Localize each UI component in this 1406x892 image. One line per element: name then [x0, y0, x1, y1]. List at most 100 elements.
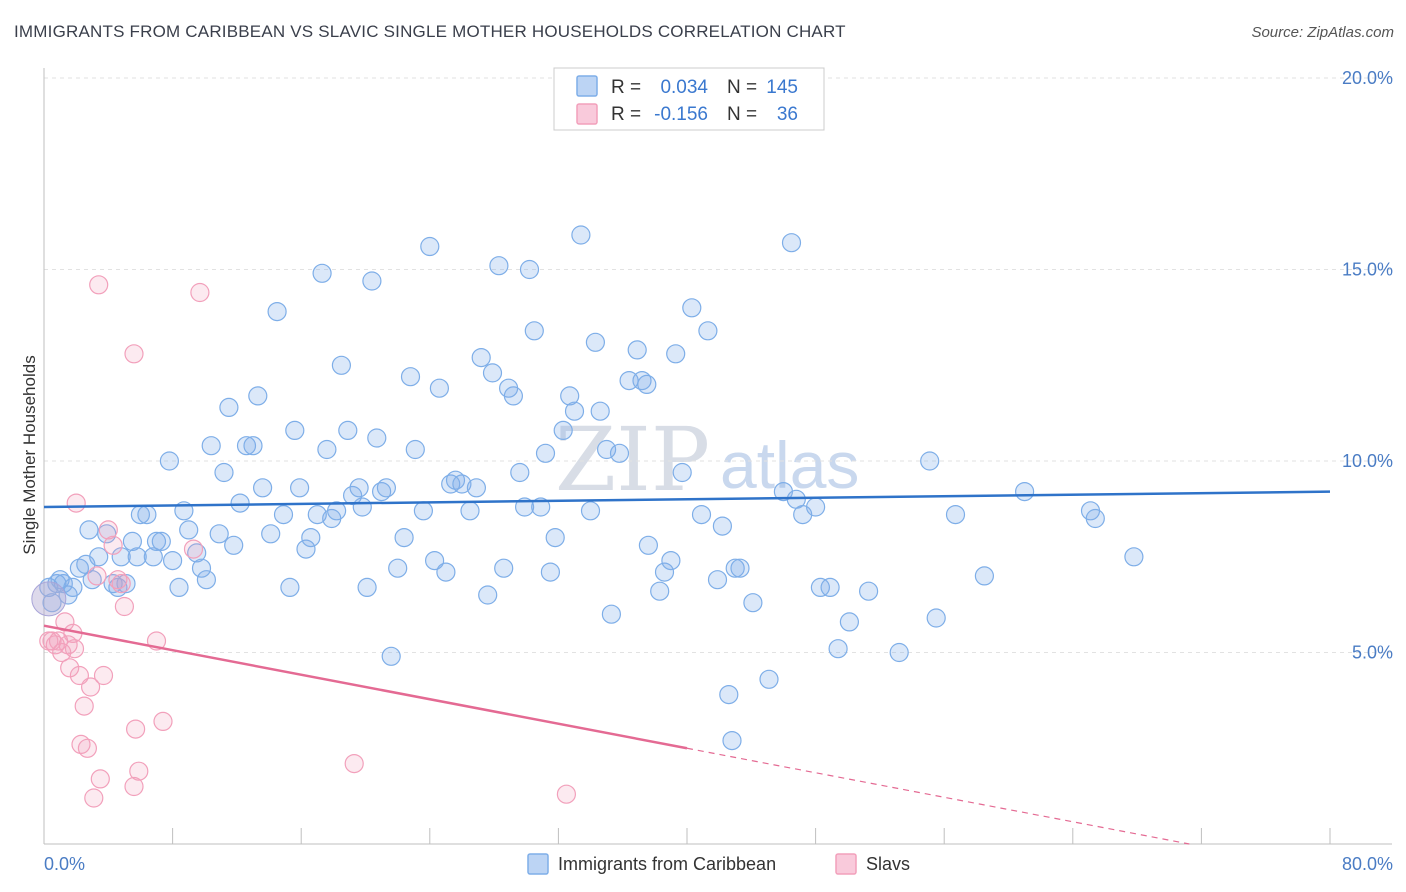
data-point: [394, 527, 414, 548]
series-legend: Immigrants from Caribbean Slavs: [527, 853, 910, 875]
y-tick-label-0: 5.0%: [1352, 643, 1393, 663]
data-point: [719, 684, 739, 705]
data-point: [60, 658, 80, 678]
data-point: [828, 639, 848, 659]
data-point: [627, 340, 647, 360]
data-point: [69, 665, 90, 686]
data-point: [122, 531, 142, 552]
data-point: [436, 562, 456, 582]
data-point: [53, 573, 73, 594]
data-point: [179, 520, 199, 540]
y-tick-labels: 5.0% 10.0% 15.0% 20.0%: [1342, 68, 1393, 663]
data-point: [839, 612, 860, 632]
y-tick-label-2: 15.0%: [1342, 260, 1393, 280]
data-point: [730, 558, 750, 578]
data-point: [273, 504, 294, 525]
data-point: [489, 256, 509, 276]
legend-r-value-2: -0.156: [654, 104, 708, 125]
legend-n-label-2: N =: [727, 104, 757, 125]
data-point: [224, 535, 244, 555]
data-point: [460, 501, 480, 521]
data-point: [146, 531, 167, 552]
legend-n-value-1: 145: [766, 77, 798, 98]
data-point: [580, 501, 601, 521]
data-point: [280, 577, 300, 598]
data-point: [317, 439, 337, 460]
trend-line-caribbean: [43, 490, 1331, 509]
data-point: [1085, 508, 1105, 529]
correlation-legend: R = 0.034 N = 145 R = -0.156 N = 36: [553, 67, 825, 131]
data-point: [349, 478, 369, 498]
data-point: [137, 504, 157, 525]
series-slavs: [39, 275, 577, 808]
data-point: [388, 558, 408, 578]
data-point: [945, 504, 966, 525]
data-point: [52, 642, 72, 663]
data-point: [722, 730, 742, 751]
data-point: [1014, 482, 1035, 502]
data-point: [858, 581, 879, 601]
data-point: [805, 497, 826, 517]
series-caribbean: [39, 225, 1144, 751]
data-point: [920, 451, 940, 471]
data-point: [89, 547, 109, 567]
data-point: [571, 225, 591, 245]
data-point: [42, 593, 62, 613]
data-point: [638, 535, 659, 555]
data-point: [312, 263, 332, 283]
data-point: [153, 711, 173, 732]
data-point: [540, 562, 561, 582]
data-point: [405, 439, 425, 460]
data-point: [163, 550, 183, 571]
data-point: [124, 344, 144, 364]
bottom-legend-swatch-slavs: [835, 853, 857, 875]
y-axis-label: Single Mother Households: [20, 355, 39, 554]
data-point: [381, 646, 401, 666]
data-point: [759, 669, 779, 689]
data-point: [159, 451, 179, 471]
data-point: [535, 443, 556, 463]
data-point: [637, 374, 657, 394]
data-point: [209, 524, 229, 544]
data-point: [413, 501, 433, 521]
data-point: [400, 367, 421, 387]
data-point: [545, 527, 565, 548]
data-point: [169, 577, 189, 598]
data-point: [344, 753, 364, 774]
y-tick-label-3: 20.0%: [1342, 68, 1393, 88]
trend-line-slavs: [43, 624, 688, 750]
data-point: [425, 550, 445, 571]
data-point: [127, 547, 147, 567]
data-point: [66, 493, 86, 513]
data-point: [108, 570, 128, 590]
data-point: [362, 271, 382, 291]
data-point: [357, 577, 377, 598]
data-point: [601, 604, 622, 624]
data-point: [331, 355, 351, 375]
legend-n-value-2: 36: [777, 104, 798, 125]
x-tick-label-max: 80.0%: [1342, 854, 1393, 874]
data-point: [151, 531, 171, 552]
data-point: [609, 443, 630, 463]
data-point: [183, 539, 204, 559]
data-point: [219, 397, 239, 417]
data-point: [531, 497, 551, 517]
data-point: [691, 504, 712, 525]
data-point: [1124, 547, 1144, 567]
legend-swatch-slavs: [576, 103, 598, 125]
legend-swatch-caribbean: [576, 75, 598, 97]
data-point: [285, 420, 305, 440]
data-point: [352, 497, 372, 517]
legend-n-label-1: N =: [727, 77, 757, 98]
data-point: [80, 677, 101, 697]
data-point: [126, 719, 146, 739]
data-point: [590, 401, 610, 421]
legend-r-value-1: 0.034: [660, 77, 708, 98]
data-point: [810, 577, 831, 598]
legend-r-label-1: R =: [611, 77, 641, 98]
data-point: [307, 504, 327, 525]
data-point: [338, 420, 358, 440]
data-point: [519, 259, 540, 280]
data-point: [494, 558, 514, 578]
data-point: [77, 738, 98, 758]
